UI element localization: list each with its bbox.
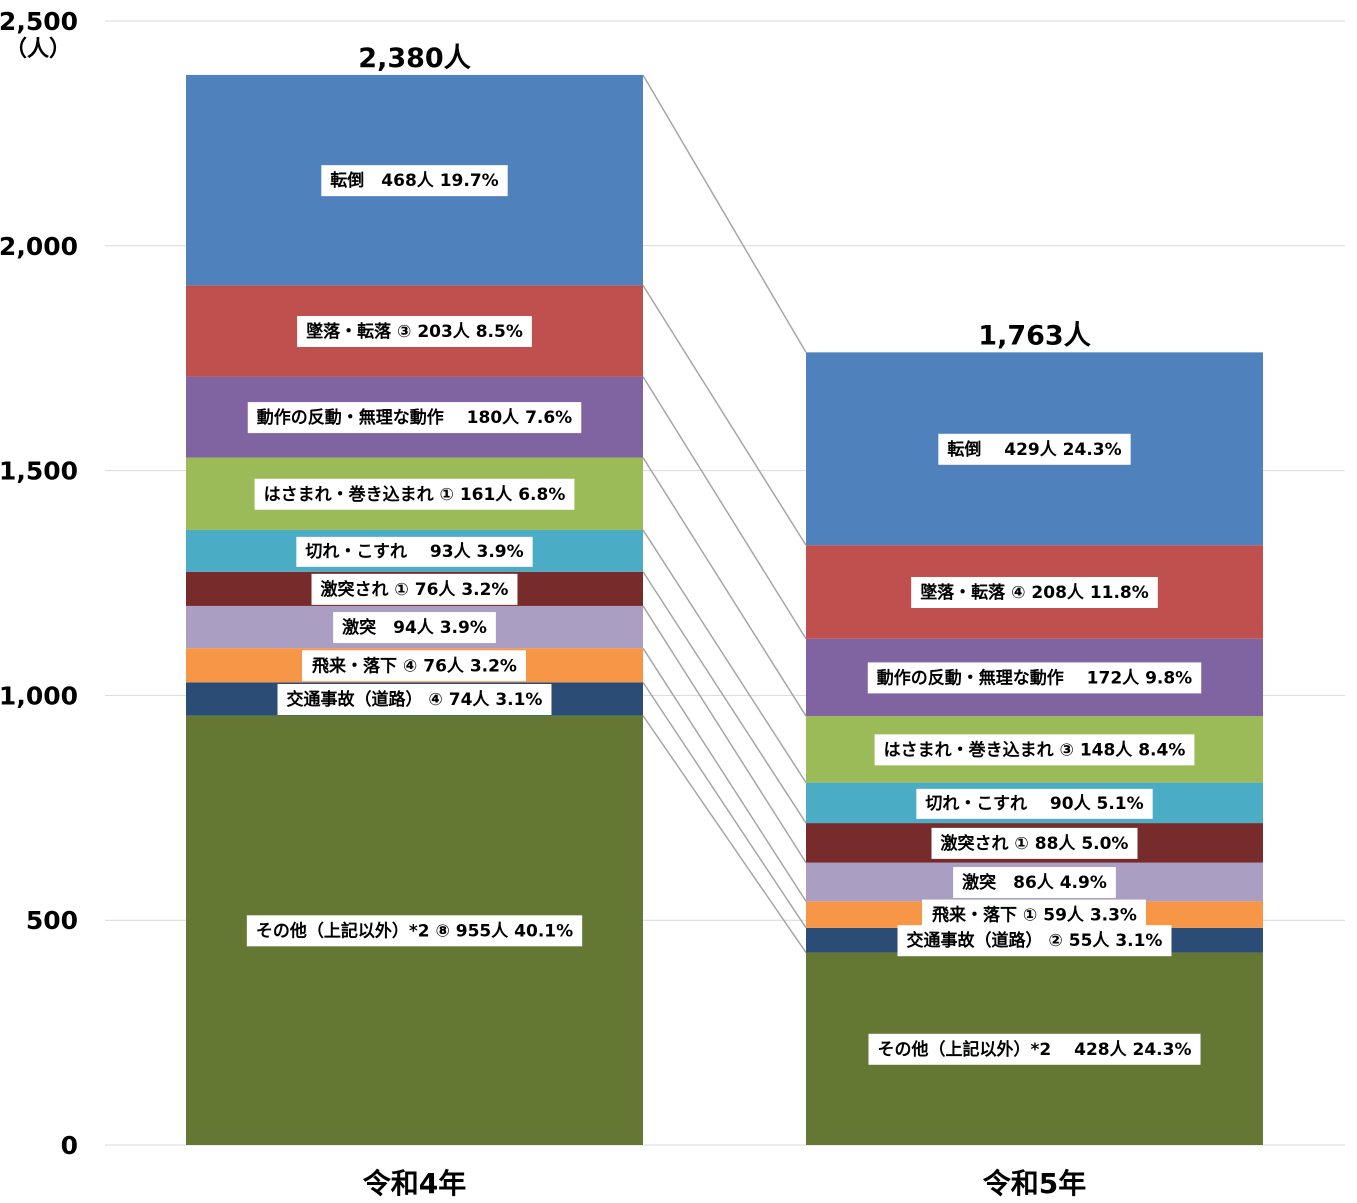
segment-label-box [254,478,575,510]
segment-label-text: 飛来・落下 ① 59人 3.3% [931,905,1137,926]
segment-label-text: 激突され ① 88人 5.0% [941,833,1129,854]
connector-line-struck [642,571,807,824]
segment-label-box [247,402,582,434]
connector-line-falls [642,284,807,546]
segment-label-text: 墜落・転落 ③ 203人 8.5% [306,321,523,342]
total-label-2: 1,763人 [978,320,1090,351]
segment-label-text: 転倒 429人 24.3% [947,439,1121,460]
y-tick-label: 0 [61,1131,78,1160]
segment-label-text: 飛来・落下 ④ 76人 3.2% [311,655,517,676]
segment-labels: その他（上記以外）*2 ⑧ 955人 40.1% 交通事故（道路） ④ 74人 3… [246,43,1202,1065]
segment-label-box [911,576,1158,608]
segment-label-text: 動作の反動・無理な動作 172人 9.8% [877,667,1192,688]
segment-label-other-1: その他（上記以外）*2 ⑧ 955人 40.1% [246,915,583,947]
segment-label-text: 交通事故（道路） ④ 74人 3.1% [287,689,543,710]
segment-label-box [277,683,552,715]
segment-label-box [931,827,1138,859]
segment-label-box [867,662,1202,694]
segment-label-text: はさまれ・巻き込まれ ③ 148人 8.4% [884,739,1186,760]
y-tick-label: 2,000 [0,232,78,261]
total-label-1: 2,380人 [358,43,470,74]
segment-label-caught-1: はさまれ・巻き込まれ ① 161人 6.8% [254,478,575,510]
segment-label-box [868,1033,1201,1065]
segment-label-trip-2: 転倒 429人 24.3% [938,433,1131,465]
segment-label-text: 交通事故（道路） ② 55人 3.1% [907,930,1163,951]
segment-label-box [311,573,518,605]
connector-line-cuts [642,529,807,784]
segment-label-box [321,165,508,197]
segment-label-box [296,536,533,567]
y-axis-unit-label: （人） [5,37,71,62]
segment-label-text: はさまれ・巻き込まれ ① 161人 6.8% [264,484,566,505]
segment-label-box [333,612,496,644]
segment-label-reaction-1: 動作の反動・無理な動作 180人 7.6% [247,402,582,434]
segment-label-struck-2: 激突され ① 88人 5.0% [931,827,1138,859]
segment-label-box [916,788,1153,819]
y-tick-label: 500 [26,906,78,935]
y-tick-label: 2,500 [0,7,78,36]
segment-label-falls-2: 墜落・転落 ④ 208人 11.8% [911,576,1158,608]
segment-label-box [953,866,1116,898]
segment-label-traffic-1: 交通事故（道路） ④ 74人 3.1% [277,683,552,715]
segment-label-text: その他（上記以外）*2 428人 24.3% [877,1039,1191,1060]
connector-lines [642,74,807,953]
connector-line-traffic [642,681,807,929]
connector-line-flying [642,647,807,902]
segment-label-box [297,315,532,347]
segment-label-box [938,433,1131,465]
y-tick-label: 1,000 [0,681,78,710]
category-label-2: 令和5年 [983,1167,1086,1200]
segment-label-other-2: その他（上記以外）*2 428人 24.3% [868,1033,1201,1065]
y-tick-label: 1,500 [0,457,78,486]
connector-line-collision [642,605,807,864]
segment-label-text: 墜落・転落 ④ 208人 11.8% [920,582,1149,603]
segment-label-text: 動作の反動・無理な動作 180人 7.6% [257,407,572,428]
segment-label-box [302,650,526,682]
segment-label-box [922,899,1146,931]
segment-label-text: 激突 86人 4.9% [962,872,1107,893]
category-labels: 令和4年 令和5年 [363,1167,1086,1200]
segment-label-cuts-2: 切れ・こすれ 90人 5.1% [916,788,1153,819]
connector-line-trip [642,74,807,353]
segment-label-collision-2: 激突 86人 4.9% [953,866,1116,898]
segment-label-falls-1: 墜落・転落 ③ 203人 8.5% [297,315,532,347]
segment-label-cuts-1: 切れ・こすれ 93人 3.9% [296,536,533,567]
connector-line-reaction [642,376,807,640]
connector-line-other [642,715,807,953]
segment-label-text: 転倒 468人 19.7% [330,170,498,191]
y-axis: 0 500 1,000 1,500 2,000 2,500（人） [0,7,78,1160]
segment-label-box [874,734,1195,766]
segment-label-text: その他（上記以外）*2 ⑧ 955人 40.1% [256,920,573,941]
segment-label-text: 切れ・こすれ 93人 3.9% [305,542,523,562]
segment-label-text: 激突 94人 3.9% [342,617,487,638]
segment-label-text: 切れ・こすれ 90人 5.1% [925,794,1143,814]
segment-label-caught-2: はさまれ・巻き込まれ ③ 148人 8.4% [874,734,1195,766]
connector-line-caught [642,457,807,717]
segment-label-text: 激突され ① 76人 3.2% [321,579,509,600]
segment-label-trip-1: 転倒 468人 19.7% [321,165,508,197]
bars [186,74,1263,1145]
segment-label-reaction-2: 動作の反動・無理な動作 172人 9.8% [867,662,1202,694]
segment-label-struck-1: 激突され ① 76人 3.2% [311,573,518,605]
segment-label-flying-2: 飛来・落下 ① 59人 3.3% [922,899,1146,931]
segment-label-collision-1: 激突 94人 3.9% [333,612,496,644]
category-label-1: 令和4年 [363,1167,466,1200]
segment-label-flying-1: 飛来・落下 ④ 76人 3.2% [302,650,526,682]
segment-label-box [246,915,583,947]
